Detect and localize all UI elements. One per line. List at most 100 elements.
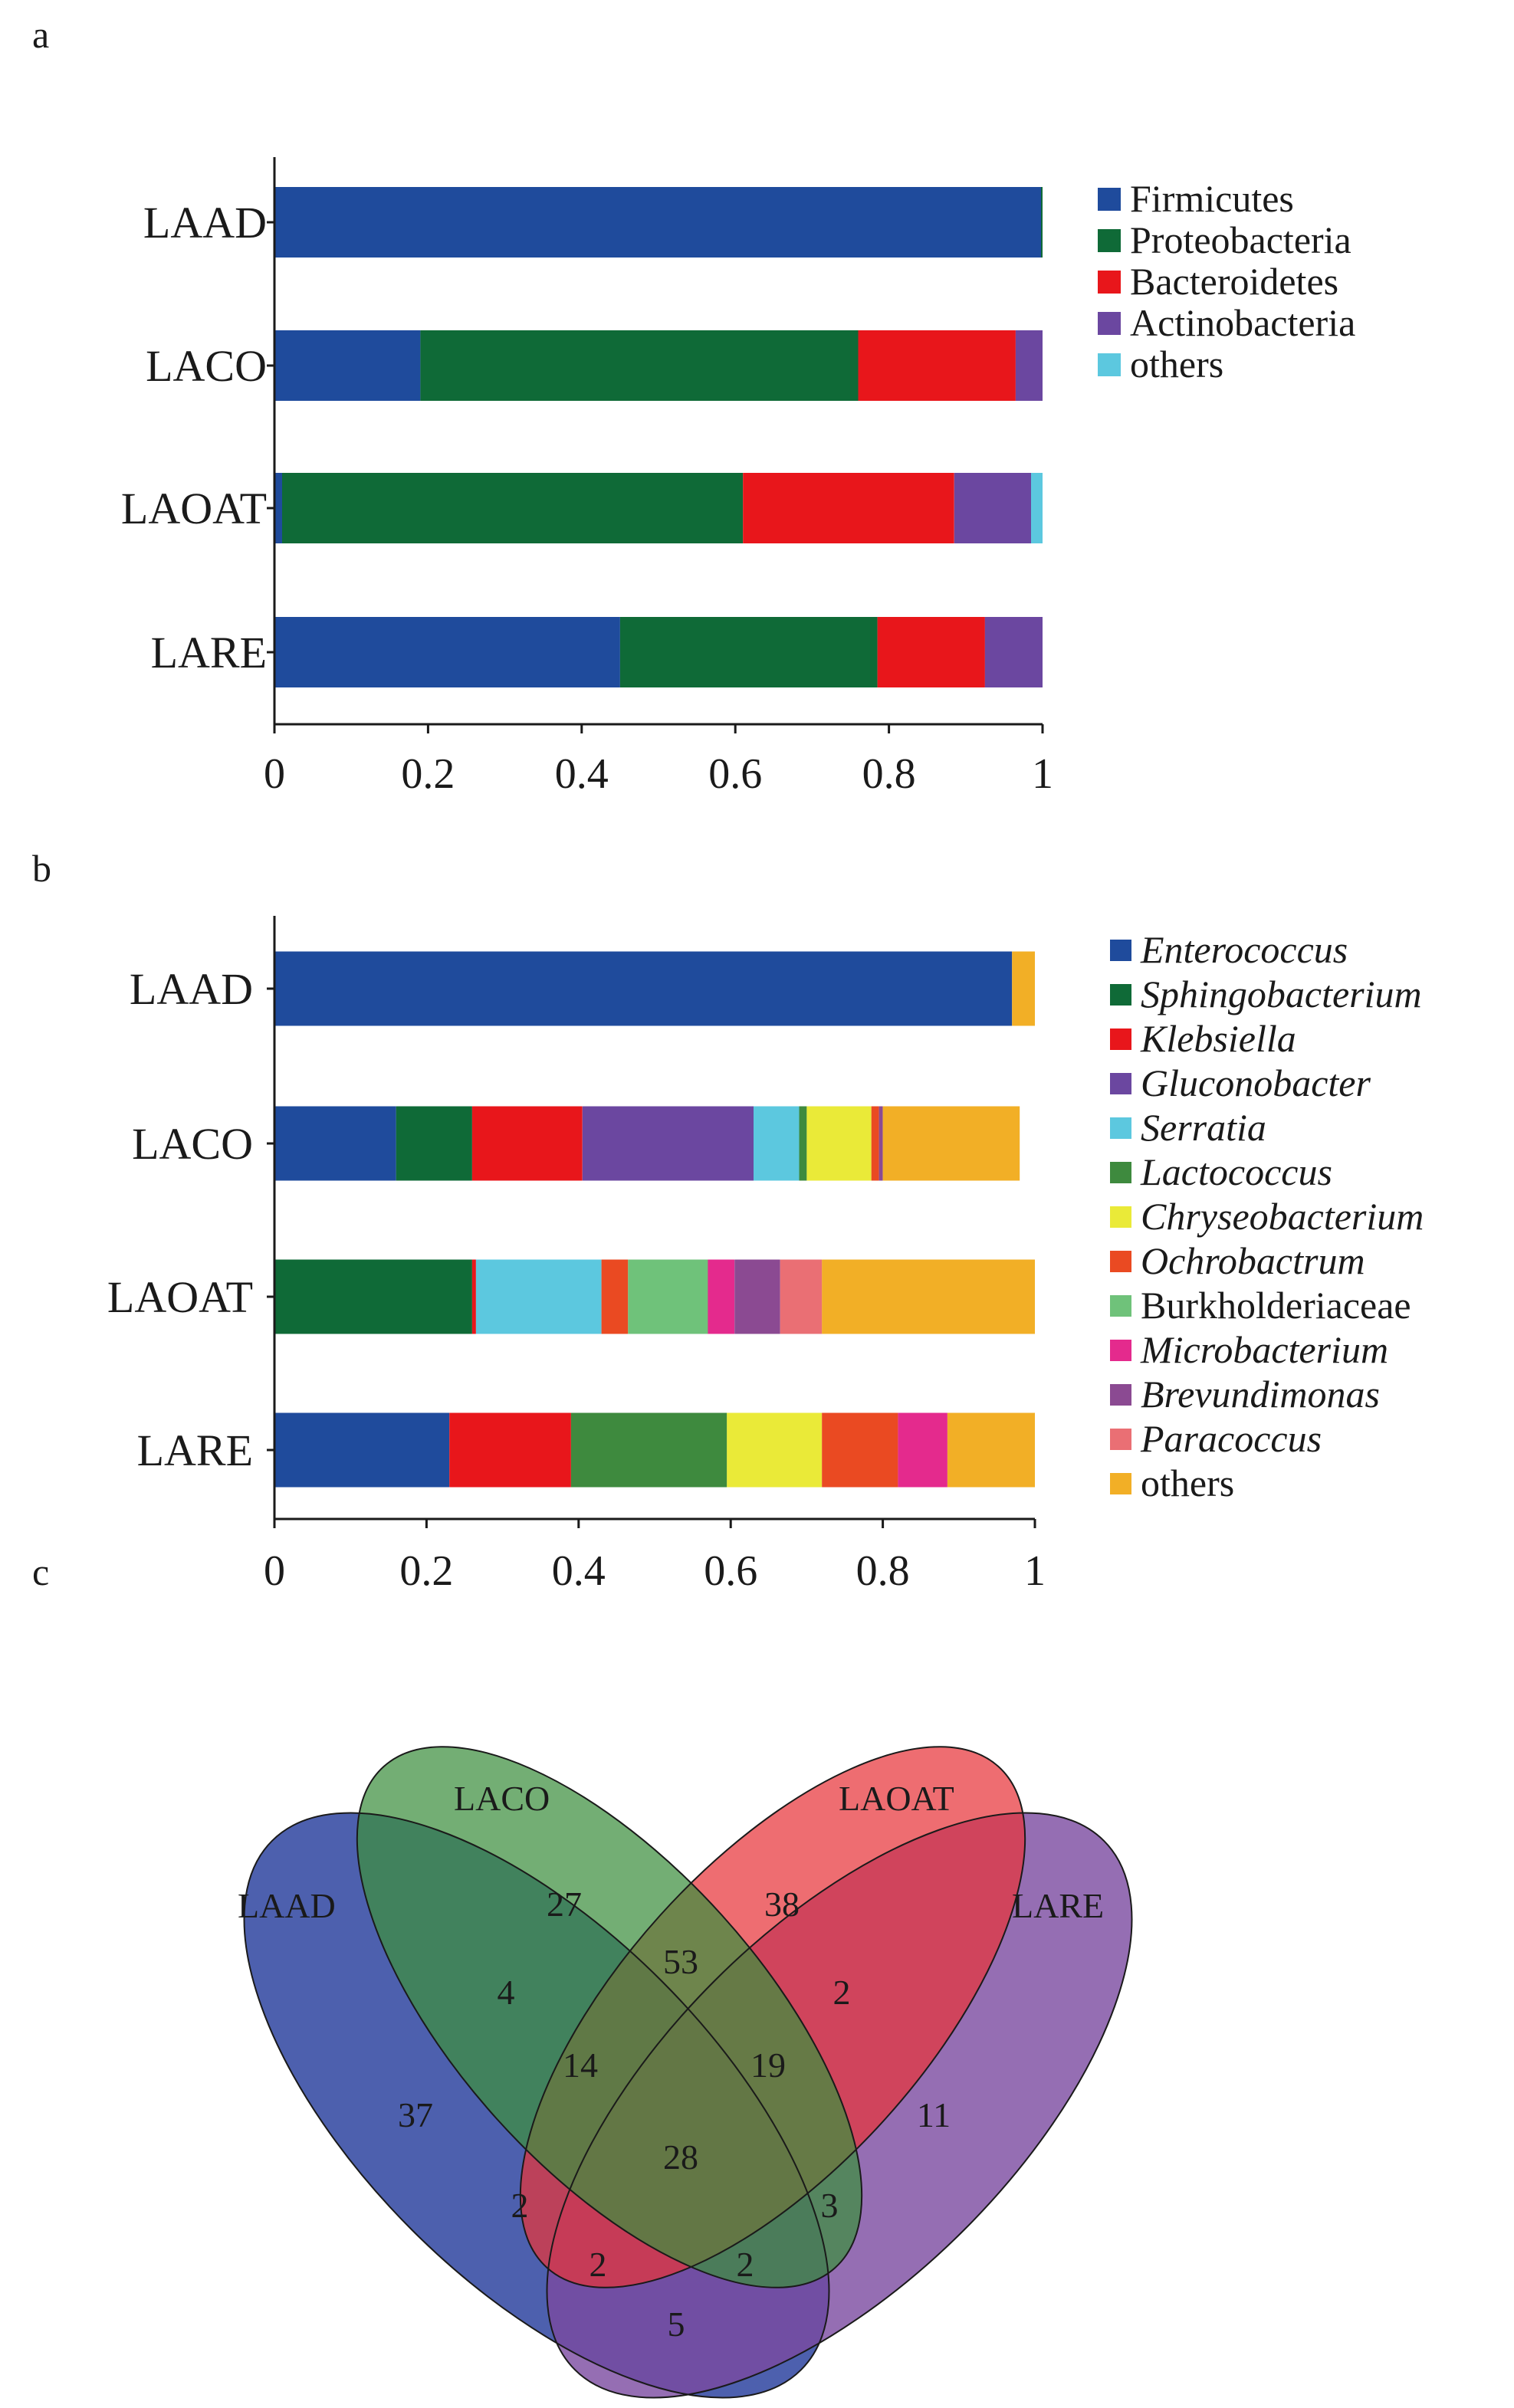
legend-label-klebsiella: Klebsiella xyxy=(1140,1017,1296,1060)
venn-set-laco xyxy=(356,1747,862,2288)
chart-b: LAAD LACO LAOAT LARE 0 0.2 0.4 0.6 0.8 1 Enterococ… xyxy=(107,916,1424,1595)
venn-outline-laco xyxy=(356,1746,863,2288)
bar-laoat-burkholderiaceae xyxy=(628,1259,708,1334)
bar-lare-bacteroidetes xyxy=(877,617,985,687)
venn-count: 11 xyxy=(917,2095,951,2134)
bar-laoat-firmicutes xyxy=(274,473,282,543)
legend-label-sphingobacterium: Sphingobacterium xyxy=(1141,973,1422,1015)
category-label: LAAD xyxy=(130,964,253,1014)
legend-swatch-gluconobacter xyxy=(1110,1073,1131,1094)
legend-label-firmicutes: Firmicutes xyxy=(1130,177,1294,220)
legend-swatch-actinobacteria xyxy=(1098,312,1121,335)
venn-outline-lare xyxy=(546,1812,1133,2399)
legend-label-microbacterium: Microbacterium xyxy=(1140,1328,1388,1371)
bar-laoat-klebsiella xyxy=(471,1259,476,1334)
panel-label-c: c xyxy=(32,1550,49,1593)
category-label: LAOAT xyxy=(107,1272,253,1322)
bar-laco-ochrobactrum xyxy=(871,1106,879,1181)
bar-laoat-actinobacteria xyxy=(954,473,1031,543)
bar-lare-actinobacteria xyxy=(984,617,1043,687)
legend-swatch-others xyxy=(1098,353,1121,376)
bar-laco-sphingobacterium xyxy=(396,1106,472,1181)
legend-label-others: others xyxy=(1141,1462,1234,1504)
bar-laoat-microbacterium xyxy=(708,1259,735,1334)
category-label: LACO xyxy=(146,341,267,391)
bar-laoat-brevundimonas xyxy=(734,1259,780,1334)
legend-swatch-microbacterium xyxy=(1110,1340,1131,1361)
venn-count: 5 xyxy=(668,2305,685,2344)
bar-laoat-sphingobacterium xyxy=(274,1259,472,1334)
bar-laco-proteobacteria xyxy=(420,330,859,401)
x-tick-label: 1 xyxy=(1024,1547,1046,1595)
legend-swatch-ochrobactrum xyxy=(1110,1251,1131,1272)
legend-label-chryseobacterium: Chryseobacterium xyxy=(1141,1195,1424,1238)
bar-lare-others xyxy=(947,1412,1035,1488)
bar-laco-klebsiella xyxy=(471,1106,583,1181)
category-label: LAOAT xyxy=(121,484,267,533)
legend-swatch-enterococcus xyxy=(1110,940,1131,961)
legend-label-enterococcus: Enterococcus xyxy=(1140,928,1348,971)
venn-outline-laad xyxy=(243,1812,830,2399)
panel-label-a: a xyxy=(32,13,49,56)
venn-count: 37 xyxy=(398,2095,433,2134)
bar-laco-serratia xyxy=(754,1106,800,1181)
bar-lare-chryseobacterium xyxy=(727,1412,823,1488)
venn-diagram: LAAD LACO LAOAT LARE 37 27 38 11 4 53 2 … xyxy=(238,1746,1133,2399)
bar-lare-microbacterium xyxy=(898,1412,947,1488)
x-tick-label: 0.8 xyxy=(856,1547,910,1595)
bar-laoat-serratia xyxy=(475,1259,602,1334)
venn-count: 3 xyxy=(821,2186,839,2225)
bar-lare-lactococcus xyxy=(570,1412,727,1488)
x-tick-label: 0.4 xyxy=(555,750,609,798)
category-label: LACO xyxy=(132,1119,253,1169)
legend: EnterococcusSphingobacteriumKlebsiellaGl… xyxy=(1110,928,1424,1504)
legend-swatch-firmicutes xyxy=(1098,188,1121,211)
venn-count: 27 xyxy=(547,1885,582,1924)
legend-label-brevundimonas: Brevundimonas xyxy=(1141,1373,1380,1416)
bar-laco-lactococcus xyxy=(799,1106,807,1181)
legend-swatch-burkholderiaceae xyxy=(1110,1295,1131,1317)
legend-swatch-lactococcus xyxy=(1110,1162,1131,1183)
bar-laoat-paracoccus xyxy=(780,1259,823,1334)
x-tick-label: 0.6 xyxy=(704,1547,757,1595)
legend: FirmicutesProteobacteriaBacteroidetesAct… xyxy=(1098,177,1355,385)
bar-laco-actinobacteria xyxy=(1015,330,1043,401)
category-label: LARE xyxy=(151,628,267,677)
x-tick-label: 0.6 xyxy=(708,750,762,798)
venn-label-laoat: LAOAT xyxy=(839,1779,954,1818)
venn-count: 2 xyxy=(737,2245,754,2284)
legend-label-proteobacteria: Proteobacteria xyxy=(1130,218,1351,261)
bar-laad-firmicutes xyxy=(274,187,1041,258)
venn-count: 14 xyxy=(563,2045,598,2085)
bar-lare-firmicutes xyxy=(274,617,620,687)
legend-swatch-paracoccus xyxy=(1110,1429,1131,1450)
bar-laco-brevundimonas xyxy=(879,1106,883,1181)
chart-a: LAAD LACO LAOAT LARE 0 0.2 0.4 0.6 0.8 1 Firmicute… xyxy=(121,157,1355,798)
bar-laoat-ochrobactrum xyxy=(601,1259,629,1334)
legend-swatch-chryseobacterium xyxy=(1110,1206,1131,1228)
legend-label-bacteroidetes: Bacteroidetes xyxy=(1130,260,1338,303)
x-tick-label: 0.8 xyxy=(862,750,916,798)
bar-laco-bacteroidetes xyxy=(858,330,1016,401)
panel-label-b: b xyxy=(32,847,51,890)
venn-count: 4 xyxy=(498,1973,515,2012)
venn-count: 19 xyxy=(750,2045,786,2085)
bar-lare-enterococcus xyxy=(274,1412,450,1488)
venn-label-lare: LARE xyxy=(1012,1886,1104,1925)
venn-label-laad: LAAD xyxy=(238,1886,336,1925)
bar-laco-others xyxy=(882,1106,1020,1181)
bar-laad-proteobacteria xyxy=(1041,187,1043,258)
x-tick-label: 0 xyxy=(264,750,285,798)
bar-laad-others xyxy=(1012,951,1035,1026)
legend-swatch-others xyxy=(1110,1473,1131,1494)
bar-lare-proteobacteria xyxy=(619,617,878,687)
bar-laad-enterococcus xyxy=(274,951,1013,1026)
venn-count: 38 xyxy=(764,1885,800,1924)
legend-label-burkholderiaceae: Burkholderiaceae xyxy=(1141,1284,1411,1327)
venn-count: 2 xyxy=(833,1973,851,2012)
category-label: LARE xyxy=(137,1425,253,1475)
legend-swatch-proteobacteria xyxy=(1098,229,1121,252)
legend-label-serratia: Serratia xyxy=(1141,1106,1266,1149)
bar-laoat-others xyxy=(822,1259,1035,1334)
